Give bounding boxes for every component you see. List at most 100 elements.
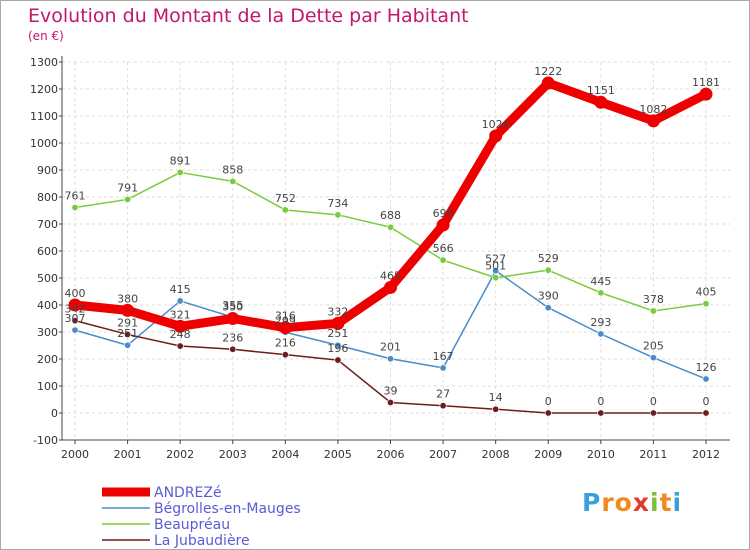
chart-subtitle: (en €) — [28, 29, 64, 43]
x-tick-label: 2002 — [166, 448, 194, 461]
data-point — [489, 129, 503, 143]
data-label: 1151 — [587, 84, 615, 97]
data-label: 445 — [590, 275, 611, 288]
data-point — [384, 280, 397, 294]
data-point — [334, 211, 342, 219]
data-label: 201 — [380, 341, 401, 354]
x-tick-label: 2012 — [692, 448, 720, 461]
y-tick-label: -100 — [33, 434, 58, 447]
y-tick-label: 0 — [51, 407, 58, 420]
legend-label: La Jubaudière — [154, 533, 250, 549]
legend-label: Beaupréau — [154, 517, 230, 533]
data-label: 251 — [117, 327, 138, 340]
x-tick-label: 2009 — [534, 448, 562, 461]
data-label: 1082 — [639, 103, 667, 116]
data-label: 251 — [327, 327, 348, 340]
data-label: 307 — [65, 312, 86, 325]
x-tick-label: 2008 — [482, 448, 510, 461]
logo-letter: r — [601, 488, 615, 517]
data-label: 0 — [597, 395, 604, 408]
data-label: 167 — [433, 350, 454, 363]
data-label: 527 — [485, 253, 506, 266]
data-point — [646, 114, 660, 128]
data-label: 216 — [275, 337, 296, 350]
data-point — [544, 409, 552, 417]
data-point — [439, 256, 447, 264]
data-label: 321 — [170, 308, 191, 321]
data-point — [278, 321, 292, 335]
data-label: 293 — [590, 316, 611, 329]
data-point — [541, 76, 555, 90]
data-label: 350 — [222, 301, 243, 314]
data-point — [699, 87, 713, 101]
legend-label: ANDREZé — [154, 485, 222, 501]
x-tick-label: 2004 — [271, 448, 299, 461]
y-tick-label: 600 — [37, 245, 58, 258]
y-tick-label: 1100 — [30, 110, 58, 123]
data-point — [649, 307, 657, 315]
logo-letter: i — [672, 488, 683, 517]
data-point — [544, 304, 552, 312]
data-point — [386, 398, 394, 406]
data-label: 1026 — [482, 118, 510, 131]
data-label: 696 — [433, 207, 454, 220]
data-point — [121, 303, 135, 317]
x-tick-label: 2010 — [587, 448, 615, 461]
data-label: 380 — [117, 292, 138, 305]
data-label: 205 — [643, 340, 664, 353]
series-layer — [68, 76, 713, 417]
x-tick-label: 2000 — [61, 448, 89, 461]
data-label: 0 — [545, 395, 552, 408]
data-label: 27 — [436, 388, 450, 401]
data-point — [649, 354, 657, 362]
logo-letter: x — [632, 488, 650, 517]
data-label: 248 — [170, 328, 191, 341]
x-tick-label: 2005 — [324, 448, 352, 461]
data-label: 761 — [65, 190, 86, 203]
data-point — [71, 317, 79, 325]
y-tick-label: 800 — [37, 191, 58, 204]
x-tick-label: 2003 — [219, 448, 247, 461]
data-label: 236 — [222, 331, 243, 344]
y-tick-label: 300 — [37, 326, 58, 339]
data-label: 501 — [485, 260, 506, 273]
data-point — [68, 298, 82, 312]
data-label: 734 — [327, 197, 348, 210]
data-label: 405 — [696, 286, 717, 299]
data-label: 891 — [170, 154, 191, 167]
data-point — [386, 355, 394, 363]
data-point — [176, 168, 184, 176]
data-point — [386, 223, 394, 231]
data-label: 529 — [538, 252, 559, 265]
data-point — [594, 95, 608, 109]
data-point — [226, 312, 240, 325]
data-label: 0 — [650, 395, 657, 408]
y-tick-label: 700 — [37, 218, 58, 231]
data-point — [124, 195, 132, 203]
data-point — [436, 218, 450, 232]
data-label: 566 — [433, 242, 454, 255]
data-label: 196 — [327, 342, 348, 355]
y-tick-label: 400 — [37, 299, 58, 312]
data-label: 415 — [170, 283, 191, 296]
data-label: 1222 — [534, 65, 562, 78]
data-point — [124, 341, 132, 349]
data-point — [281, 206, 289, 214]
logo-letter: i — [650, 488, 660, 517]
logo-letter: P — [582, 488, 602, 517]
data-point — [597, 330, 605, 338]
data-point — [176, 342, 184, 350]
data-point — [71, 204, 79, 212]
data-point — [597, 289, 605, 297]
data-point — [281, 351, 289, 359]
data-point — [173, 319, 187, 333]
x-tick-label: 2007 — [429, 448, 457, 461]
data-label: 791 — [117, 181, 138, 194]
y-tick-label: 1200 — [30, 83, 58, 96]
data-point — [334, 341, 342, 349]
data-point — [71, 326, 79, 334]
data-point — [597, 409, 605, 417]
